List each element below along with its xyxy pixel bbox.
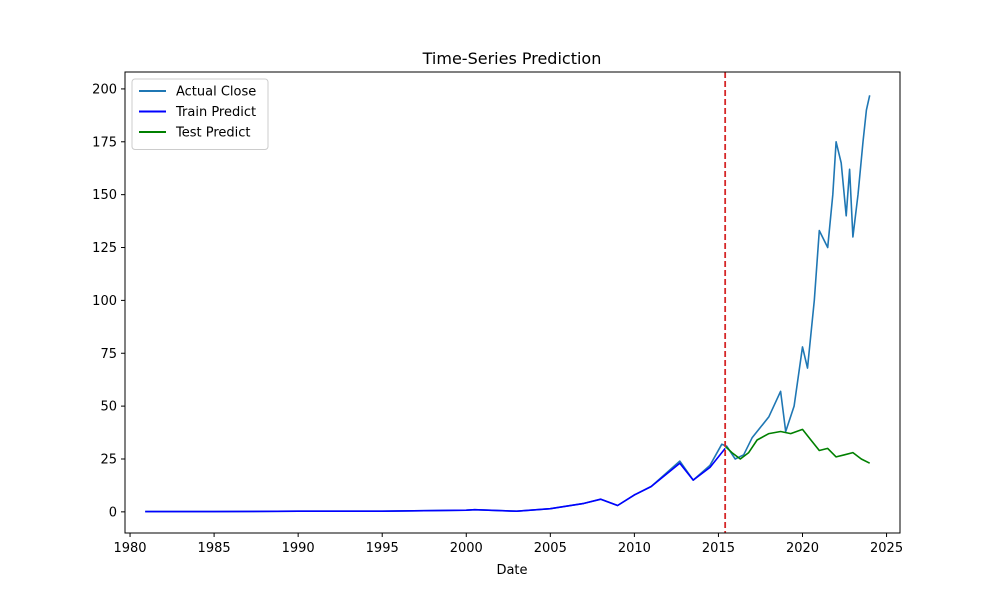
y-tick-label: 100 (92, 294, 117, 309)
plot-area (145, 72, 871, 533)
y-tick-label: 50 (100, 400, 117, 415)
y-tick-label: 0 (109, 505, 117, 520)
y-tick-label: 75 (100, 347, 117, 362)
x-tick-label: 1995 (366, 541, 399, 556)
x-axis-title: Date (496, 563, 527, 578)
legend: Actual Close Train Predict Test Predict (131, 78, 269, 150)
y-tick-label: 150 (92, 188, 117, 203)
x-tick-label: 2005 (534, 541, 567, 556)
x-tick-label: 2025 (870, 541, 903, 556)
x-tick-label: 1990 (282, 541, 315, 556)
x-tick-label: 2000 (450, 541, 483, 556)
x-tick-label: 2020 (786, 541, 819, 556)
y-tick-label: 200 (92, 82, 117, 97)
plot-frame (124, 71, 901, 534)
legend-label: Test Predict (175, 126, 251, 141)
y-tick-label: 25 (100, 452, 117, 467)
y-tick-label: 175 (92, 135, 117, 150)
x-tick-label: 2010 (618, 541, 651, 556)
legend-label: Actual Close (176, 85, 256, 100)
chart-title: Time-Series Prediction (422, 49, 602, 68)
x-tick-label: 2015 (702, 541, 735, 556)
y-tick-label: 125 (92, 241, 117, 256)
series-line-1 (145, 95, 871, 513)
x-tick-label: 1985 (198, 541, 231, 556)
series-line-2 (145, 447, 726, 513)
legend-label: Train Predict (175, 105, 256, 120)
series-line-3 (724, 428, 871, 464)
x-axis: 1980 1985 1990 1995 2000 2005 2010 2015 2020 2025 (113, 533, 903, 556)
y-axis: 0 25 50 75 100 125 150 175 200 (92, 82, 125, 520)
x-tick-label: 1980 (113, 541, 146, 556)
